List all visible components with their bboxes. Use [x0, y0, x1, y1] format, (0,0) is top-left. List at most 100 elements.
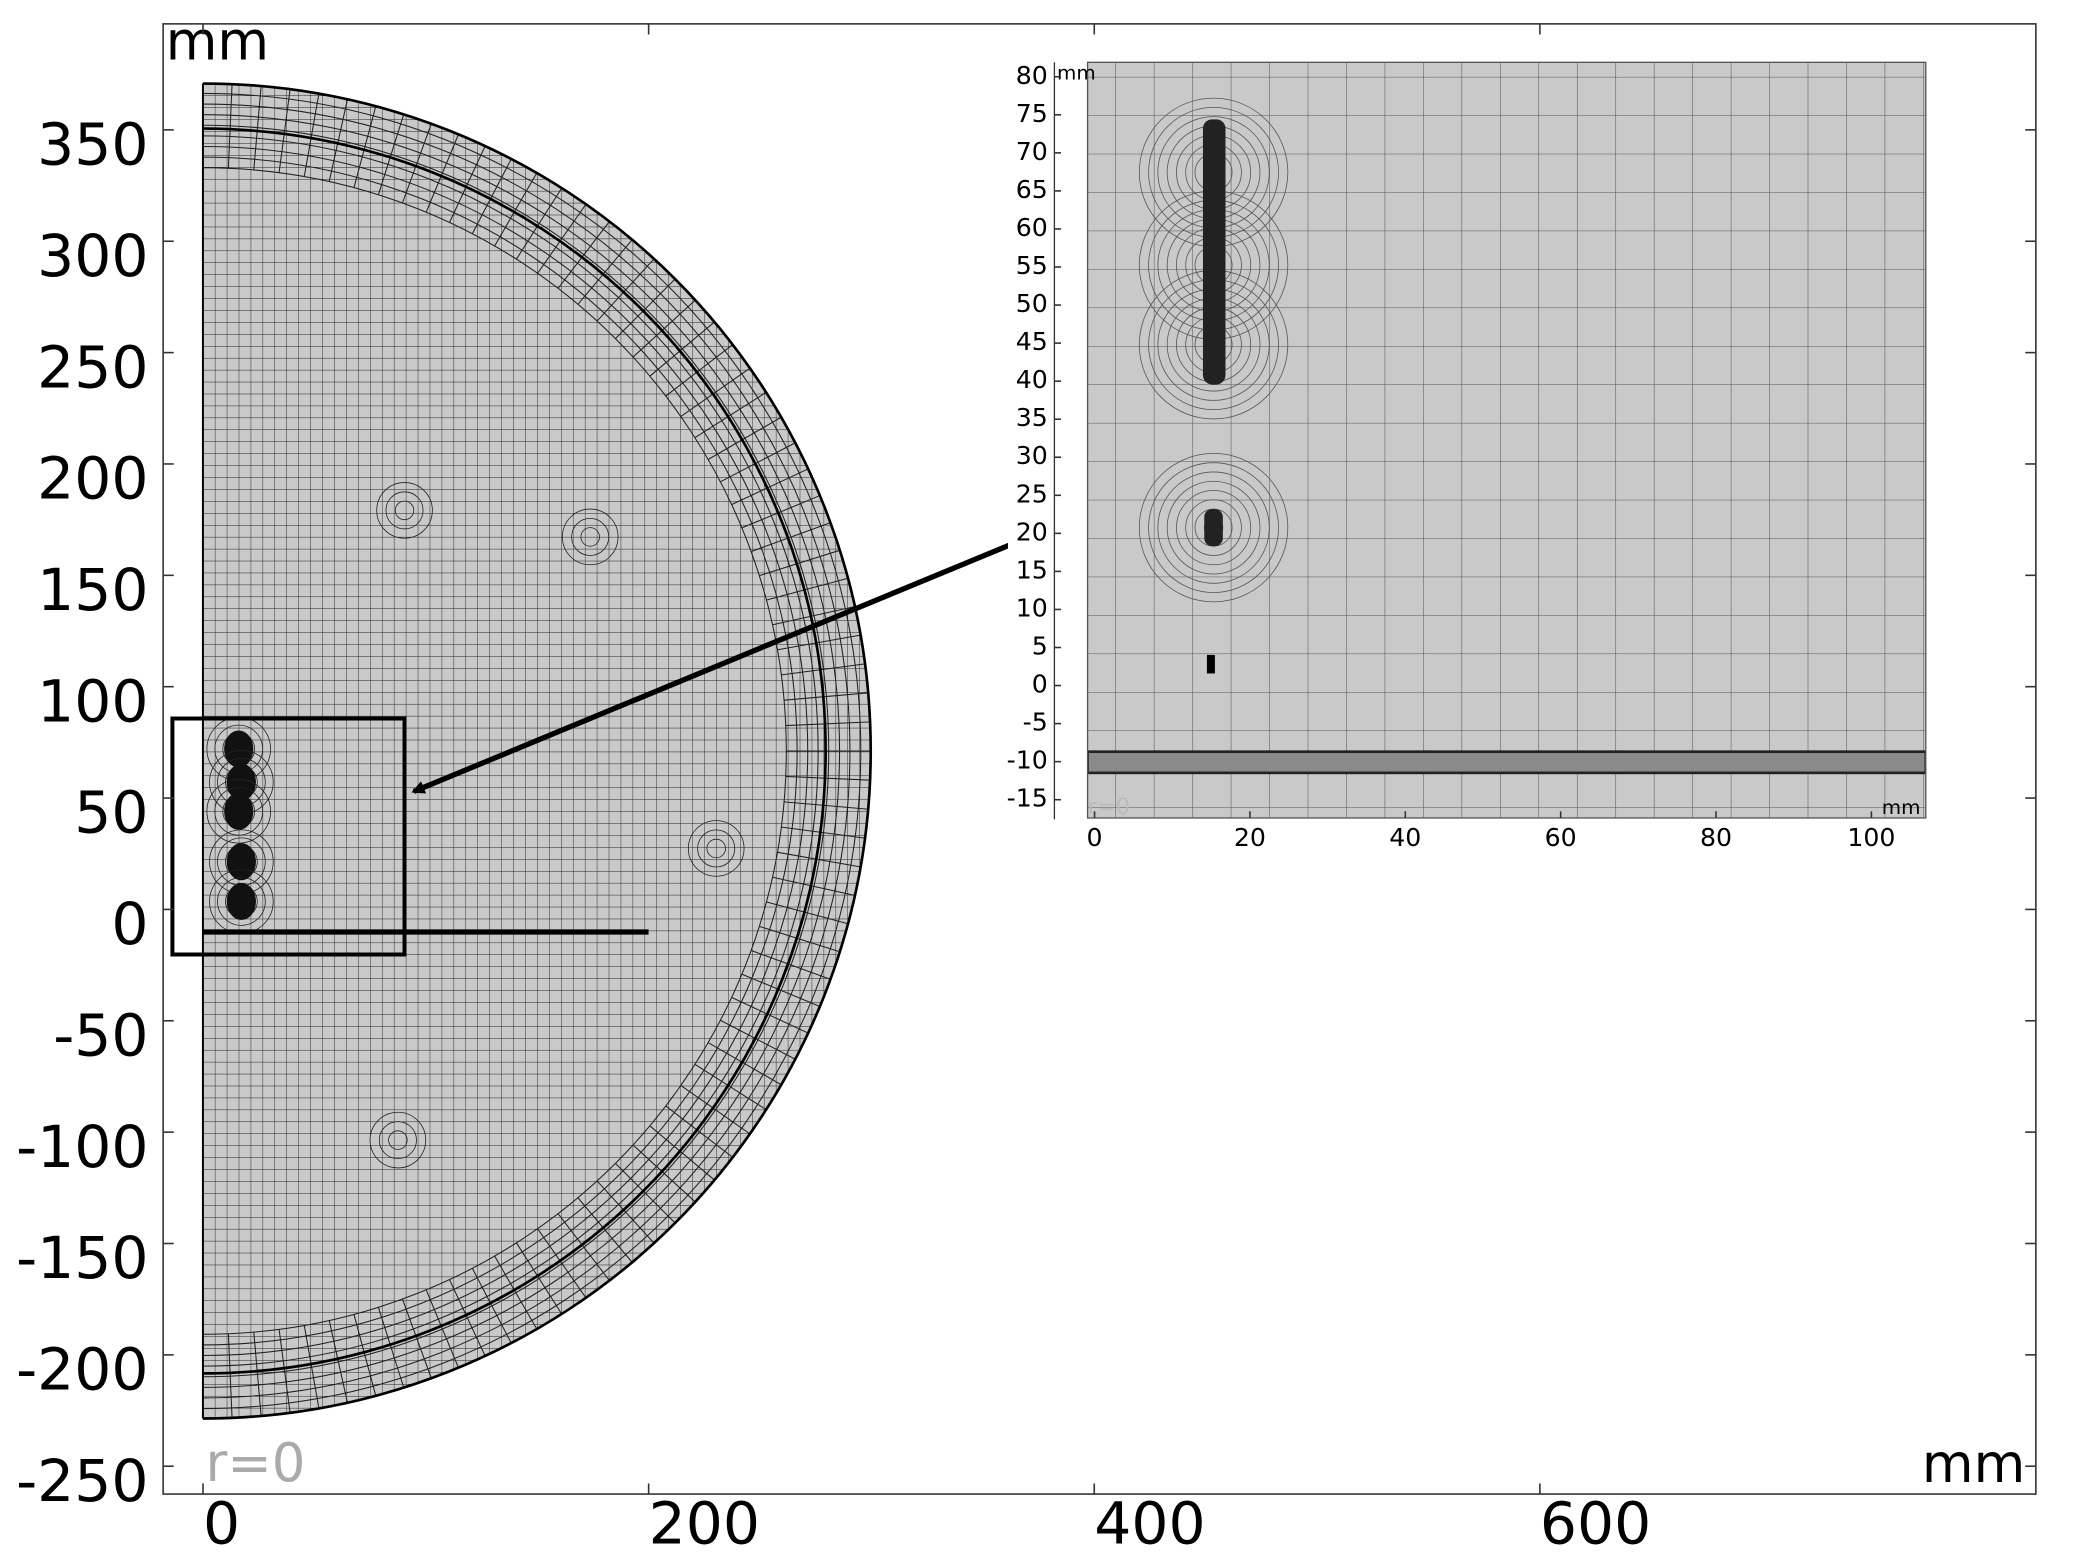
y-unit: mm [166, 11, 269, 73]
x-unit: mm [1882, 796, 1921, 819]
mesh-line [759, 549, 842, 577]
mesh-line [202, 145, 809, 1357]
mesh-line [253, 1332, 262, 1418]
mesh-line [784, 692, 871, 701]
y-tick-label: -5 [1023, 708, 1048, 737]
y-tick-label: 70 [1016, 137, 1048, 166]
mesh-line [694, 1063, 769, 1112]
mesh-line [708, 1042, 784, 1087]
x-unit: mm [1922, 1433, 2025, 1495]
mesh-refinement [561, 508, 619, 566]
mesh-line [278, 1329, 291, 1415]
mesh-refinement [376, 482, 433, 539]
mesh-line [471, 1268, 513, 1346]
mesh-refinement [571, 517, 610, 556]
mesh-line [615, 277, 677, 339]
y-tick-label: 35 [1016, 403, 1048, 432]
x-tick-label: 0 [203, 1489, 240, 1557]
mesh-line [202, 114, 841, 1388]
mesh-line [353, 104, 377, 188]
mesh-refinement [706, 838, 726, 859]
y-tick-label: 45 [1016, 327, 1048, 356]
zoom-box [170, 716, 407, 957]
mesh-refinement [580, 527, 600, 547]
y-tick-label: -15 [1007, 784, 1048, 813]
source [1206, 654, 1215, 674]
x-tick-label: 600 [1540, 1489, 1651, 1557]
y-tick-label: 0 [1032, 670, 1048, 699]
mesh-line [632, 298, 698, 358]
mesh-line [425, 1289, 460, 1370]
mesh-line [741, 494, 822, 529]
mesh-line [202, 124, 830, 1378]
mesh-refinement [1166, 480, 1261, 575]
mesh-line [425, 132, 460, 213]
mesh-refinement [394, 500, 415, 521]
y-tick-label: 100 [37, 667, 148, 735]
y-tick-label: 30 [1016, 441, 1048, 470]
y-tick-label: 60 [1016, 213, 1048, 242]
y-tick-label: 300 [37, 222, 148, 290]
mesh-line [449, 144, 487, 223]
mesh-line [494, 1255, 539, 1332]
mesh-line [784, 801, 871, 810]
mesh-line [694, 390, 769, 439]
mesh-line [227, 1333, 233, 1419]
y-tick-label: 5 [1032, 632, 1048, 661]
mesh-line [708, 415, 784, 460]
mesh-refinement [687, 820, 745, 877]
x-tick-label: 100 [1847, 823, 1895, 852]
mesh-line [781, 826, 868, 839]
mesh-line [328, 97, 349, 182]
x-tick-label: 400 [1094, 1489, 1205, 1557]
mesh-refinement [1176, 490, 1252, 566]
mesh-dense [226, 763, 256, 801]
mesh-line [253, 84, 262, 170]
mesh-refinement [214, 787, 264, 836]
mesh-refinement [388, 1130, 408, 1150]
mesh-line [720, 1019, 798, 1061]
mesh-line [537, 202, 588, 274]
mesh-line [751, 521, 833, 553]
mesh-fill [1087, 62, 1926, 818]
mesh-line [577, 1197, 634, 1265]
mesh-line [202, 103, 851, 1399]
y-tick-label: 25 [1016, 479, 1048, 508]
mesh-line [759, 925, 842, 953]
mesh-refinement [697, 829, 736, 868]
mesh-line [772, 876, 857, 897]
plate [1087, 750, 1926, 775]
x-tick-label: 60 [1545, 823, 1577, 852]
mesh-line [665, 343, 735, 397]
mesh-line [731, 467, 811, 505]
mesh-line [781, 663, 868, 676]
mesh-refinement [1148, 462, 1279, 593]
y-tick-label: -50 [53, 1001, 148, 1069]
mesh-line [577, 237, 634, 305]
mesh-line [377, 112, 405, 195]
mesh-line [632, 1144, 698, 1204]
mesh-line [202, 92, 862, 1410]
y-tick-label: 20 [1016, 517, 1048, 546]
y-tick-label: 80 [1016, 61, 1048, 90]
mesh-line [731, 997, 811, 1035]
inset-mesh [1087, 62, 1926, 818]
mesh-line [596, 1180, 656, 1245]
x-tick-label: 20 [1234, 823, 1266, 852]
mesh-line [449, 1279, 487, 1358]
mesh-line [303, 91, 320, 177]
y-tick-label: 250 [37, 333, 148, 401]
mesh-line [328, 1320, 349, 1405]
mesh-refinement [1138, 452, 1289, 603]
mesh-line [777, 851, 863, 868]
mesh-line [766, 901, 851, 925]
mesh-line [766, 577, 851, 601]
y-tick-label: 150 [37, 556, 148, 624]
y-tick-label: -250 [16, 1447, 148, 1515]
mesh-line [278, 87, 291, 173]
mesh-line [227, 83, 233, 169]
domain-boundary [202, 127, 827, 1375]
mesh-refinement [369, 1111, 427, 1169]
mesh-refinement [385, 491, 424, 530]
